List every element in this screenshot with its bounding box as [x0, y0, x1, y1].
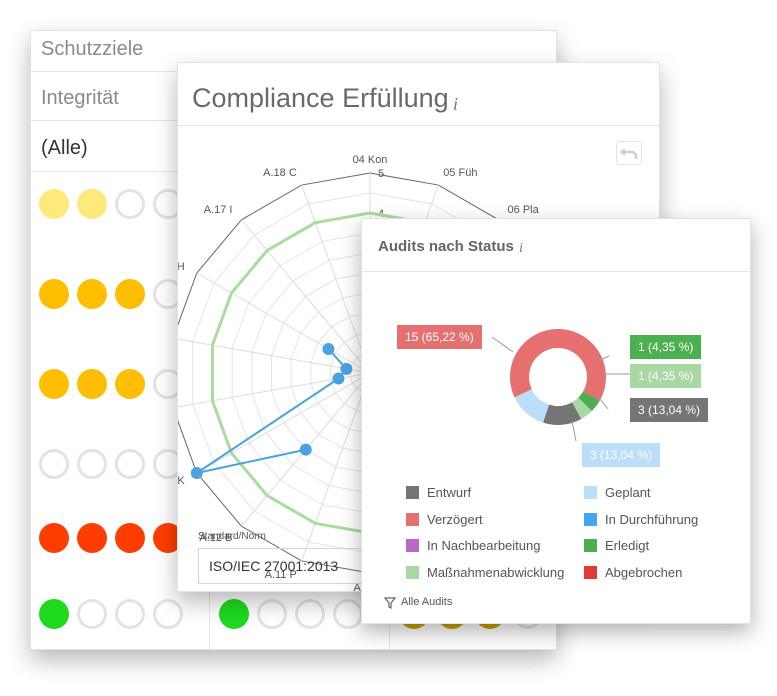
- rating-dot-filled: [77, 523, 107, 553]
- radar-axis-label: A.17 I: [204, 204, 233, 216]
- radar-axis-label: A.12 B: [199, 532, 232, 544]
- rating-dot-filled: [77, 369, 107, 399]
- rating-dot-filled: [39, 189, 69, 219]
- undo-icon: [620, 148, 638, 159]
- donut-slice[interactable]: [514, 389, 550, 423]
- rating-dot-filled: [39, 599, 69, 629]
- radar-axis-label: 06 Pla: [508, 204, 540, 216]
- legend-swatch: [406, 486, 419, 499]
- schutzziele-title: Schutzziele: [41, 38, 144, 60]
- rating-dot-empty: [257, 599, 287, 629]
- legend-swatch: [584, 486, 597, 499]
- rating-dot-empty: [295, 599, 325, 629]
- rating-dot-filled: [77, 189, 107, 219]
- undo-button[interactable]: [616, 141, 642, 165]
- radar-spoke: [196, 372, 371, 474]
- radar-axis-label: 05 Füh: [443, 167, 477, 179]
- radar-spoke: [301, 184, 371, 374]
- rating-dot-empty: [333, 599, 363, 629]
- radar-axis-label: A.11 P: [265, 569, 297, 581]
- callout-leader: [571, 420, 577, 442]
- legend-swatch: [584, 512, 597, 526]
- donut-chart: [491, 329, 630, 442]
- radar-axis-label: A.18 C: [263, 167, 297, 179]
- radar-spoke: [196, 272, 371, 374]
- legend-swatch: [406, 512, 419, 526]
- rating-dot-filled: [77, 279, 107, 309]
- compliance-title: Compliance Erfüllung: [192, 83, 449, 113]
- donut-slice[interactable]: [543, 402, 582, 425]
- rating-dot-filled: [39, 369, 69, 399]
- legend-label: Maßnahmenabwicklung: [427, 564, 565, 580]
- legend-label: Verzögert: [427, 511, 483, 527]
- radar-axis-label: 04 Kon: [353, 154, 388, 166]
- legend-label: Geplant: [605, 485, 651, 500]
- legend-label: Erledigt: [605, 538, 650, 553]
- rating-dot-filled: [115, 523, 145, 553]
- legend-label: In Nachbearbeitung: [427, 538, 541, 553]
- legend-swatch: [584, 539, 597, 552]
- radar-spoke: [178, 338, 371, 374]
- legend-swatch: [406, 539, 419, 552]
- donut-callout-label: 3 (13,04 %): [630, 398, 709, 422]
- standard-label: Standard/Norm: [198, 531, 266, 542]
- legend-label: In Durchführung: [605, 511, 699, 527]
- radar-axis-label: A.13 K: [178, 475, 185, 487]
- rating-dot-empty: [115, 189, 145, 219]
- info-icon[interactable]: i: [519, 241, 523, 256]
- rating-dot-empty: [115, 449, 145, 479]
- divider: [178, 125, 659, 126]
- filter-icon: [384, 597, 396, 609]
- legend-swatch: [584, 565, 597, 579]
- radar-point[interactable]: [340, 362, 353, 375]
- rating-dot-filled: [115, 279, 145, 309]
- radar-spoke: [241, 219, 371, 374]
- audits-card: Audits nach Status i 15 (65,22 %) 1 (4,35…: [361, 218, 751, 624]
- rating-dot-empty: [153, 599, 183, 629]
- donut-slice[interactable]: [510, 329, 606, 401]
- divider: [362, 271, 750, 272]
- rating-dot-empty: [39, 449, 69, 479]
- radar-point[interactable]: [299, 443, 312, 456]
- callout-leader: [597, 355, 610, 362]
- legend-swatch: [406, 565, 419, 579]
- filter-label[interactable]: Alle Audits: [401, 596, 453, 608]
- legend-label: Abgebrochen: [605, 564, 683, 580]
- radar-point[interactable]: [332, 372, 345, 385]
- radar-tick-label: 5: [378, 168, 384, 180]
- callout-leader: [491, 336, 514, 353]
- radar-point[interactable]: [322, 343, 335, 355]
- radar-point[interactable]: [190, 467, 203, 479]
- donut-slice[interactable]: [578, 391, 600, 412]
- rating-dot-empty: [77, 449, 107, 479]
- rating-dot-empty: [77, 599, 107, 629]
- audits-title: Audits nach Status: [378, 238, 514, 255]
- rating-dot-empty: [115, 599, 145, 629]
- donut-callout-label: 15 (65,22 %): [397, 325, 482, 349]
- rating-dot-filled: [219, 599, 249, 629]
- donut-callout-label: 1 (4,35 %): [630, 364, 702, 388]
- info-icon[interactable]: i: [453, 94, 459, 114]
- donut-callout-label: 1 (4,35 %): [630, 335, 702, 359]
- donut-callout-label: 3 (13,04 %): [582, 443, 661, 467]
- donut-slice[interactable]: [572, 397, 592, 419]
- selection-value[interactable]: (Alle): [41, 137, 88, 159]
- rating-dot-filled: [115, 369, 145, 399]
- rating-dot-filled: [39, 523, 69, 553]
- radar-spoke: [301, 372, 371, 562]
- legend-label: Entwurf: [427, 485, 472, 500]
- radar-axis-label: A.16 H: [178, 261, 185, 273]
- standard-select[interactable]: ISO/IEC 27001:2013: [198, 548, 368, 584]
- callout-leader: [595, 393, 609, 410]
- integritaet-label: Integrität: [41, 87, 119, 109]
- rating-dot-filled: [39, 279, 69, 309]
